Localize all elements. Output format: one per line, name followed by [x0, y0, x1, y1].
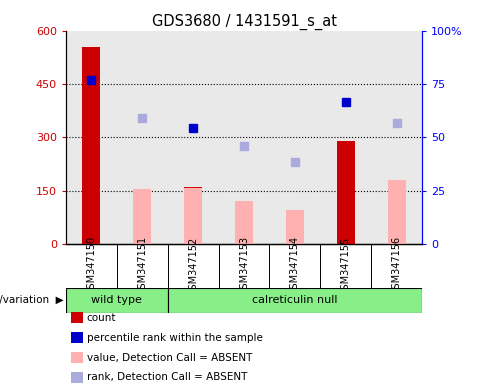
Text: rank, Detection Call = ABSENT: rank, Detection Call = ABSENT [87, 372, 247, 382]
Text: GSM347156: GSM347156 [392, 237, 402, 295]
Bar [337, 141, 355, 244]
Bar [82, 47, 100, 244]
Text: genotype/variation  ▶: genotype/variation ▶ [0, 295, 63, 306]
Bar [66, 31, 117, 244]
Bar [184, 187, 202, 244]
Text: GSM347155: GSM347155 [341, 236, 351, 296]
Text: calreticulin null: calreticulin null [252, 295, 338, 306]
Bar [168, 288, 422, 313]
Text: GSM347151: GSM347151 [137, 237, 147, 295]
Bar [388, 180, 406, 244]
Text: wild type: wild type [91, 295, 142, 306]
Bar [168, 31, 219, 244]
Bar [219, 31, 269, 244]
Text: percentile rank within the sample: percentile rank within the sample [87, 333, 263, 343]
Text: GSM347152: GSM347152 [188, 236, 198, 296]
Bar [66, 288, 168, 313]
Text: count: count [87, 313, 116, 323]
Text: GSM347150: GSM347150 [86, 237, 96, 295]
Bar [117, 31, 168, 244]
Text: GDS3680 / 1431591_s_at: GDS3680 / 1431591_s_at [151, 13, 337, 30]
Bar [320, 31, 371, 244]
Bar [184, 188, 202, 244]
Bar [269, 31, 320, 244]
Text: GSM347153: GSM347153 [239, 237, 249, 295]
Bar [133, 189, 151, 244]
Bar [286, 210, 304, 244]
Bar [235, 201, 253, 244]
Bar [371, 31, 422, 244]
Text: value, Detection Call = ABSENT: value, Detection Call = ABSENT [87, 353, 252, 362]
Text: GSM347154: GSM347154 [290, 237, 300, 295]
